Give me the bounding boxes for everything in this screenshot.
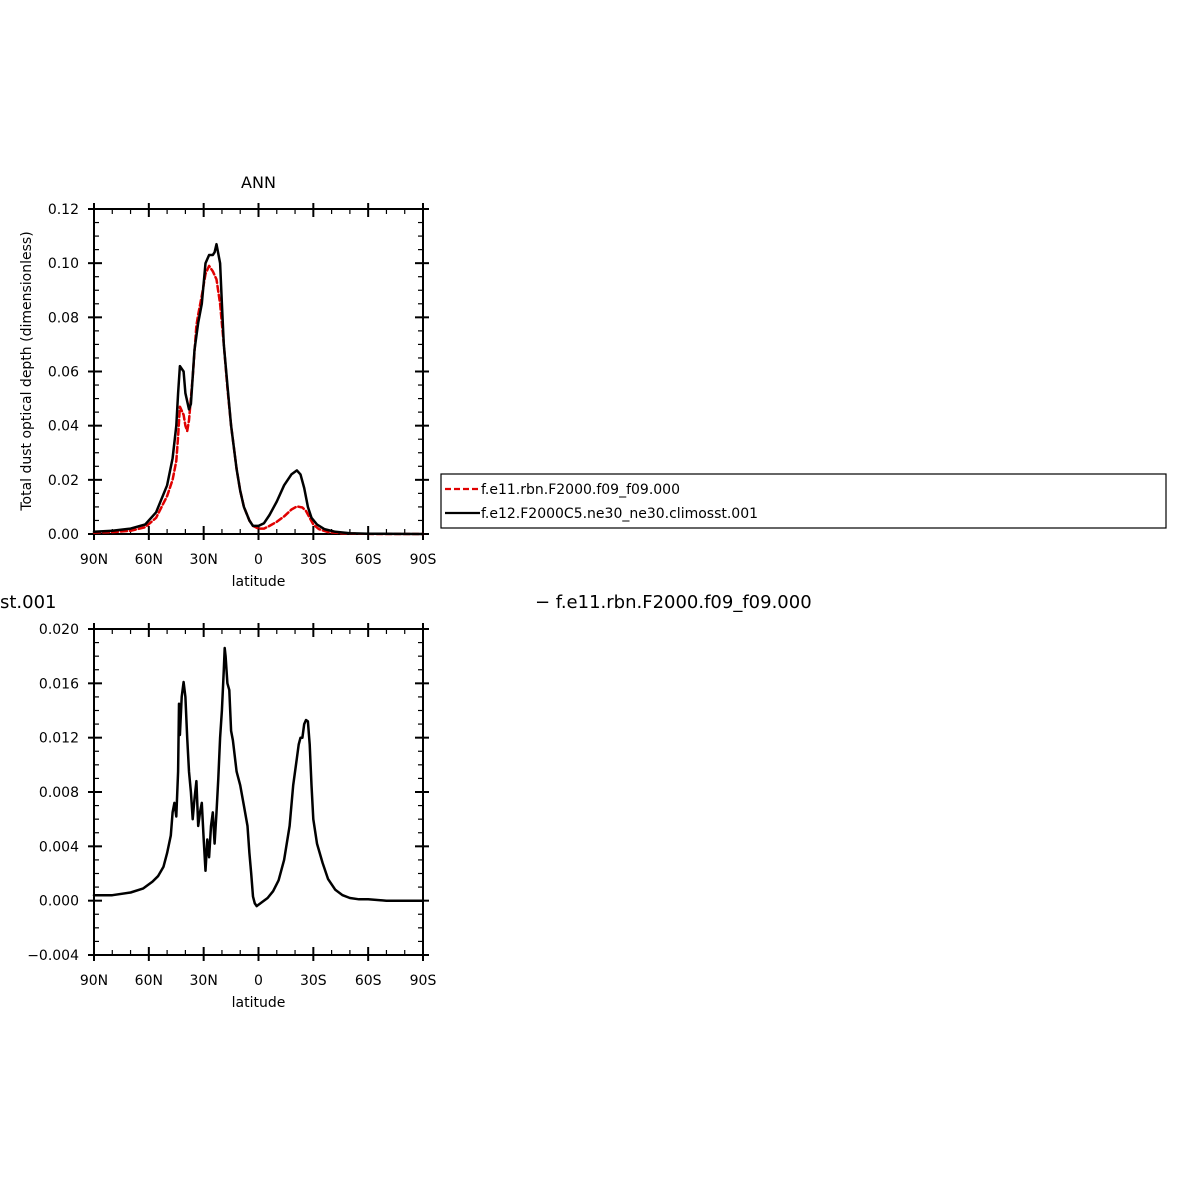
bottom-x-tick-label: 90S (410, 973, 437, 989)
top-frame (93, 208, 424, 535)
legend: f.e11.rbn.F2000.f09_f09.000 f.e12.F2000C… (440, 473, 1167, 529)
top-x-tick-label: 0 (254, 552, 263, 568)
bottom-y-tick-label: −0.004 (27, 948, 79, 964)
bottom-y-tick-label: 0.016 (39, 676, 79, 692)
bottom-x-tick-label: 90N (80, 973, 108, 989)
top-x-tick-label: 30N (190, 552, 218, 568)
bottom-x-tick-label: 0 (254, 973, 263, 989)
top-x-tick-label: 60N (135, 552, 163, 568)
top-y-tick-label: 0.12 (48, 202, 79, 218)
top-series-line-2 (92, 242, 425, 536)
top-y-tick-label: 0.08 (48, 310, 79, 326)
top-panel: ANN Total dust optical depth (dimensionl… (19, 173, 436, 590)
top-x-tick-label: 90N (80, 552, 108, 568)
bottom-x-tick-label: 60N (135, 973, 163, 989)
legend-box (440, 473, 1167, 529)
top-x-tick-label: 60S (355, 552, 382, 568)
top-x-tick-label: 90S (410, 552, 437, 568)
bottom-x-axis-label: latitude (232, 995, 286, 1011)
bottom-x-tick-label: 30N (190, 973, 218, 989)
bottom-panel: st.001 − f.e11.rbn.F2000.f09_f09.000 lat… (0, 592, 812, 1011)
top-y-tick-label: 0.02 (48, 473, 79, 489)
bottom-panel-title-fragment: st.001 (0, 592, 57, 613)
bottom-plot-area: 90N 60N 30N 0 30S 60S 90S −0.004 0.000 0.004 0.008… (27, 622, 436, 989)
bottom-panel-legend-text: − f.e11.rbn.F2000.f09_f09.000 (535, 592, 812, 613)
top-y-tick-label: 0.10 (48, 256, 79, 272)
bottom-x-tick-label: 60S (355, 973, 382, 989)
bottom-x-tick-label: 30S (300, 973, 327, 989)
top-x-axis-label: latitude (232, 574, 286, 590)
top-plot-area: 90N 60N 30N 0 30S 60S 90S 0.00 0.02 0.04 0.06 0.08 0… (48, 202, 437, 568)
top-y-tick-label: 0.04 (48, 419, 79, 435)
bottom-y-tick-label: 0.012 (39, 731, 79, 747)
legend-label-model2: f.e12.F2000C5.ne30_ne30.climosst.001 (481, 506, 758, 522)
top-series-line-1 (92, 264, 425, 536)
top-y-tick-label: 0.06 (48, 365, 79, 381)
bottom-y-tick-label: 0.004 (39, 839, 79, 855)
bottom-y-tick-label: 0.020 (39, 622, 79, 638)
legend-label-model1: f.e11.rbn.F2000.f09_f09.000 (481, 482, 680, 498)
top-y-axis-label: Total dust optical depth (dimensionless) (19, 231, 35, 511)
top-panel-title: ANN (241, 173, 276, 192)
top-x-tick-label: 30S (300, 552, 327, 568)
bottom-y-tick-label: 0.000 (39, 894, 79, 910)
bottom-y-tick-label: 0.008 (39, 785, 79, 801)
bottom-series-line-1 (92, 646, 425, 908)
top-y-tick-label: 0.00 (48, 527, 79, 543)
